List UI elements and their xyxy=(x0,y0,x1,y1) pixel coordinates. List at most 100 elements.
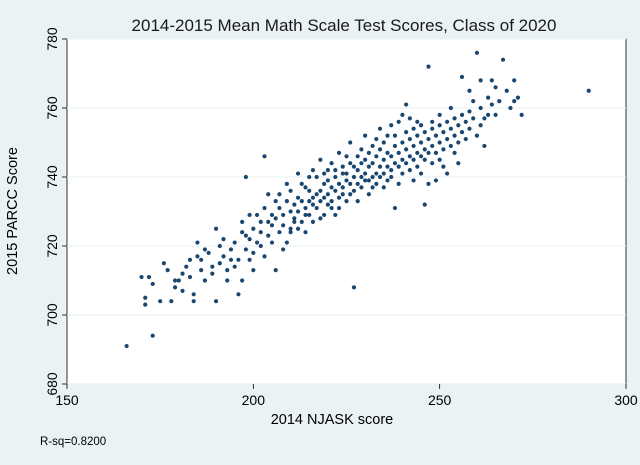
data-point xyxy=(400,171,405,176)
data-point xyxy=(459,74,465,80)
data-point xyxy=(381,171,386,176)
data-point xyxy=(437,157,442,162)
data-point xyxy=(344,199,349,204)
data-point xyxy=(333,168,338,173)
data-point xyxy=(348,181,353,186)
data-point xyxy=(195,240,200,245)
data-point xyxy=(348,161,353,166)
data-point xyxy=(351,174,357,180)
data-point xyxy=(336,195,342,200)
r-squared-note: R-sq=0.8200 xyxy=(40,436,106,448)
data-point xyxy=(344,171,349,176)
data-points xyxy=(124,50,591,349)
data-point xyxy=(478,105,483,111)
data-point xyxy=(433,178,439,183)
data-point xyxy=(482,143,487,149)
data-point xyxy=(474,50,480,55)
data-point xyxy=(281,212,286,218)
data-point xyxy=(500,57,506,62)
data-point xyxy=(392,143,398,149)
data-point xyxy=(467,126,472,131)
data-point xyxy=(187,257,193,262)
data-point xyxy=(202,247,207,252)
data-point xyxy=(139,274,144,280)
data-point xyxy=(307,188,312,193)
data-point xyxy=(467,109,472,114)
data-point xyxy=(336,181,342,186)
data-point xyxy=(262,254,267,259)
data-point xyxy=(292,216,297,221)
data-point xyxy=(359,147,364,152)
data-point xyxy=(441,164,446,169)
data-point xyxy=(586,88,591,93)
data-point xyxy=(418,123,424,128)
data-point xyxy=(374,171,379,176)
data-point xyxy=(366,192,371,197)
data-point xyxy=(150,281,155,287)
data-point xyxy=(422,202,427,207)
data-point xyxy=(418,140,424,145)
data-point xyxy=(478,78,483,83)
data-point xyxy=(266,219,271,224)
data-point xyxy=(430,119,435,124)
data-point xyxy=(385,150,390,155)
data-point xyxy=(236,292,241,297)
data-point xyxy=(303,185,308,190)
data-point xyxy=(146,274,152,280)
data-point xyxy=(318,188,323,193)
data-point xyxy=(292,219,297,224)
data-point xyxy=(437,112,442,117)
data-point xyxy=(318,216,323,221)
data-point xyxy=(456,161,461,166)
data-point xyxy=(377,147,383,152)
data-point xyxy=(243,174,248,180)
data-point xyxy=(344,154,349,159)
data-point xyxy=(240,230,245,235)
data-point xyxy=(225,268,230,273)
data-point xyxy=(359,161,364,166)
data-point xyxy=(307,174,312,180)
data-point xyxy=(448,105,453,111)
data-point xyxy=(288,188,293,193)
data-point xyxy=(187,274,193,280)
data-point xyxy=(396,181,401,186)
data-point xyxy=(314,205,319,211)
data-point xyxy=(199,268,204,273)
data-point xyxy=(381,185,386,190)
data-point xyxy=(351,188,357,193)
data-point xyxy=(411,157,416,162)
data-point xyxy=(310,168,316,173)
data-point xyxy=(363,133,368,138)
data-point xyxy=(474,133,480,138)
data-point xyxy=(392,161,398,166)
data-point xyxy=(206,250,211,255)
data-point xyxy=(422,147,427,152)
data-point xyxy=(340,171,345,176)
data-point xyxy=(303,205,308,211)
data-point xyxy=(489,102,494,107)
data-point xyxy=(366,164,371,169)
data-point xyxy=(456,123,461,128)
data-point xyxy=(191,299,196,304)
data-point xyxy=(355,154,360,159)
data-point xyxy=(374,181,379,186)
data-point xyxy=(284,240,289,245)
data-point xyxy=(247,237,252,242)
data-point xyxy=(377,126,383,131)
data-point xyxy=(482,116,487,121)
data-point xyxy=(322,195,327,200)
data-point xyxy=(433,133,439,138)
data-point xyxy=(459,112,465,117)
data-point xyxy=(344,178,349,183)
x-tick-label: 250 xyxy=(428,392,452,408)
data-point xyxy=(374,136,379,142)
data-point xyxy=(191,292,196,297)
data-point xyxy=(303,230,308,235)
data-point xyxy=(333,212,338,218)
data-point xyxy=(348,192,353,197)
data-point xyxy=(143,302,148,307)
data-point xyxy=(340,185,345,190)
data-point xyxy=(336,150,342,155)
data-point xyxy=(504,88,509,93)
